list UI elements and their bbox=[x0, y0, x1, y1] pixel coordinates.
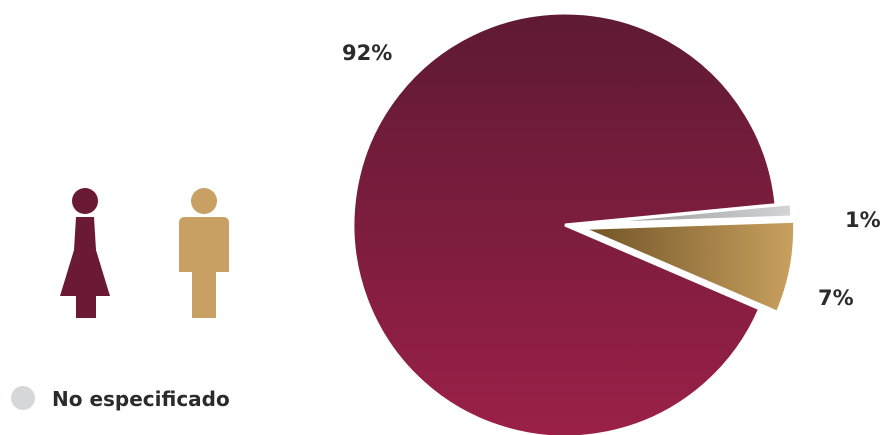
legend-label-no-especificado: No especificado bbox=[52, 387, 230, 411]
pie-slices bbox=[351, 11, 797, 435]
slice-label-gold: 7% bbox=[818, 286, 854, 310]
pie-slice-gold bbox=[582, 219, 797, 315]
slice-label-grey: 1% bbox=[845, 208, 881, 232]
pie-slice-main bbox=[351, 11, 778, 435]
pie-slice-grey bbox=[579, 202, 794, 226]
grey-dot-icon bbox=[11, 386, 35, 410]
male-figure-icon bbox=[179, 188, 229, 318]
slice-label-main: 92% bbox=[342, 41, 392, 65]
female-figure-icon bbox=[60, 188, 110, 318]
